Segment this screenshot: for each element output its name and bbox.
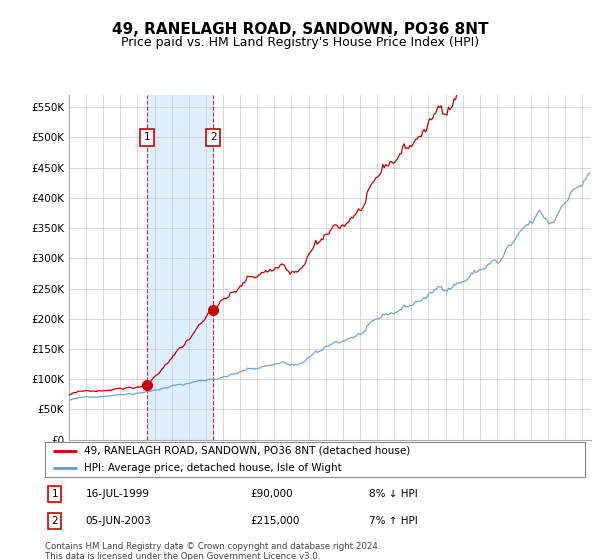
Text: Contains HM Land Registry data © Crown copyright and database right 2024.
This d: Contains HM Land Registry data © Crown c… bbox=[45, 542, 380, 560]
Text: 05-JUN-2003: 05-JUN-2003 bbox=[86, 516, 151, 526]
Bar bbox=[147, 95, 213, 440]
Text: 1: 1 bbox=[143, 133, 150, 142]
Text: 49, RANELAGH ROAD, SANDOWN, PO36 8NT (detached house): 49, RANELAGH ROAD, SANDOWN, PO36 8NT (de… bbox=[84, 446, 410, 456]
Text: 7% ↑ HPI: 7% ↑ HPI bbox=[369, 516, 418, 526]
Text: 49, RANELAGH ROAD, SANDOWN, PO36 8NT: 49, RANELAGH ROAD, SANDOWN, PO36 8NT bbox=[112, 22, 488, 38]
Text: £90,000: £90,000 bbox=[250, 489, 293, 499]
Text: HPI: Average price, detached house, Isle of Wight: HPI: Average price, detached house, Isle… bbox=[84, 463, 341, 473]
Text: 16-JUL-1999: 16-JUL-1999 bbox=[86, 489, 149, 499]
Text: 1: 1 bbox=[52, 489, 58, 499]
Text: 8% ↓ HPI: 8% ↓ HPI bbox=[369, 489, 418, 499]
Text: £215,000: £215,000 bbox=[250, 516, 299, 526]
Text: 2: 2 bbox=[210, 133, 217, 142]
Text: Price paid vs. HM Land Registry's House Price Index (HPI): Price paid vs. HM Land Registry's House … bbox=[121, 36, 479, 49]
Text: 2: 2 bbox=[52, 516, 58, 526]
